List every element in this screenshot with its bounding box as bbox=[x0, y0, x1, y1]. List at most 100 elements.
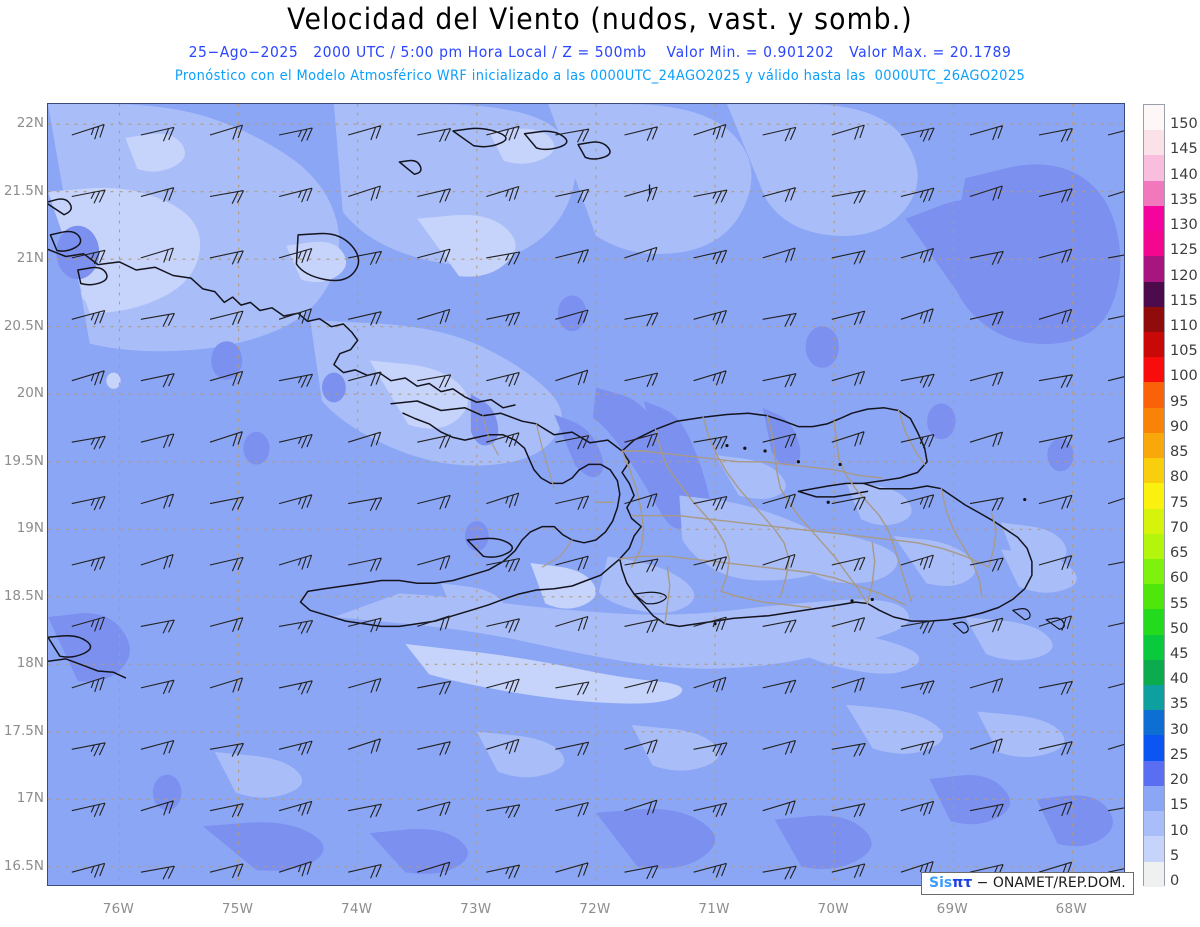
wind-barb bbox=[486, 125, 520, 141]
wind-barb bbox=[624, 618, 659, 634]
wind-barb bbox=[969, 557, 1004, 572]
wind-barb bbox=[209, 863, 244, 879]
wind-barb bbox=[71, 862, 106, 878]
wind-barb bbox=[348, 250, 382, 266]
wind-barbs-layer bbox=[48, 104, 1124, 885]
wind-barb bbox=[555, 435, 590, 450]
wind-barb bbox=[1107, 315, 1124, 320]
wind-barb bbox=[624, 126, 659, 142]
wind-barb bbox=[969, 311, 1004, 326]
wind-barb bbox=[969, 803, 1004, 818]
wind-barb bbox=[900, 494, 935, 510]
wind-barb bbox=[693, 189, 728, 204]
wind-barb bbox=[71, 189, 106, 204]
wind-barb bbox=[624, 558, 659, 573]
wind-barb bbox=[278, 554, 313, 570]
colorbar-swatch bbox=[1144, 281, 1164, 307]
colorbar-tick-label: 135 bbox=[1170, 191, 1198, 208]
wind-barb bbox=[486, 185, 520, 202]
colorbar-swatch bbox=[1144, 811, 1164, 837]
colorbar-tick-label: 145 bbox=[1170, 141, 1198, 158]
wind-barb bbox=[693, 862, 728, 878]
wind-barb bbox=[900, 187, 935, 203]
wind-barb bbox=[555, 615, 589, 632]
colorbar-tick-label: 30 bbox=[1170, 721, 1189, 738]
wind-barb bbox=[693, 249, 728, 265]
wind-barb bbox=[209, 370, 244, 386]
wind-barb bbox=[140, 553, 174, 570]
colorbar-tick-label: 100 bbox=[1170, 368, 1198, 385]
wind-barb bbox=[693, 370, 727, 386]
wind-barb bbox=[278, 187, 313, 203]
longitude-tick-label: 69W bbox=[936, 901, 968, 917]
wind-barb bbox=[140, 433, 175, 449]
wind-barb bbox=[969, 677, 1004, 693]
wind-barb bbox=[348, 677, 382, 693]
wind-barb bbox=[1038, 434, 1073, 449]
wind-barb bbox=[693, 495, 728, 511]
wind-barb bbox=[140, 373, 175, 388]
wind-barb bbox=[900, 740, 935, 756]
wind-barb bbox=[1038, 680, 1073, 696]
wind-barb bbox=[278, 680, 313, 695]
colorbar-swatch bbox=[1144, 407, 1164, 433]
colorbar-swatch bbox=[1144, 584, 1164, 610]
colorbar-tick-label: 55 bbox=[1170, 595, 1189, 612]
wind-barb bbox=[555, 555, 589, 571]
wind-barb bbox=[1107, 743, 1124, 750]
wind-barb bbox=[417, 374, 452, 389]
wind-barb bbox=[1038, 615, 1072, 631]
wind-barb bbox=[278, 127, 313, 142]
wind-barb bbox=[555, 369, 589, 386]
wind-barb bbox=[900, 800, 935, 816]
wind-barb bbox=[1038, 741, 1073, 756]
wind-barb bbox=[762, 247, 796, 263]
wind-barb bbox=[693, 309, 728, 325]
wind-barb bbox=[900, 373, 935, 388]
colorbar-tick-label: 20 bbox=[1170, 772, 1189, 789]
latitude-tick-label: 19N bbox=[16, 520, 44, 537]
wind-barb bbox=[555, 249, 589, 264]
wind-barb bbox=[417, 434, 452, 449]
wind-barb bbox=[555, 801, 589, 817]
latitude-tick-label: 22N bbox=[16, 115, 44, 132]
map-plot-area bbox=[47, 103, 1125, 886]
colorbar-swatch bbox=[1144, 205, 1164, 232]
wind-barb bbox=[486, 251, 521, 266]
wind-barb bbox=[486, 371, 520, 387]
wind-barb bbox=[417, 308, 451, 325]
colorbar-tick-label: 65 bbox=[1170, 545, 1189, 562]
wind-barb bbox=[417, 128, 452, 143]
wind-barb bbox=[762, 312, 797, 327]
colorbar-tick-label: 0 bbox=[1170, 873, 1180, 889]
wind-barb bbox=[831, 370, 866, 386]
wind-barb bbox=[624, 799, 658, 816]
wind-barb bbox=[693, 802, 728, 818]
colorbar-tick-label: 60 bbox=[1170, 570, 1189, 587]
wind-barb bbox=[900, 433, 935, 449]
longitude-tick-label: 70W bbox=[817, 901, 849, 917]
wind-barb bbox=[348, 803, 382, 818]
longitude-tick-label: 75W bbox=[221, 901, 254, 917]
wind-barb bbox=[1038, 801, 1073, 817]
latitude-tick-label: 16.5N bbox=[3, 857, 44, 874]
colorbar-swatch bbox=[1144, 483, 1164, 509]
latitude-tick-label: 17.5N bbox=[3, 722, 44, 739]
colorbar-swatch bbox=[1144, 180, 1164, 206]
wind-barb bbox=[1108, 254, 1124, 259]
wind-barb bbox=[969, 250, 1004, 266]
wind-barb bbox=[1107, 130, 1124, 136]
wind-barb bbox=[486, 618, 521, 633]
wind-barb bbox=[417, 248, 451, 264]
wind-barb bbox=[555, 862, 589, 878]
wind-barb bbox=[900, 680, 935, 695]
wind-barb bbox=[762, 187, 797, 202]
wind-barb bbox=[900, 619, 935, 634]
wind-barb bbox=[831, 431, 865, 447]
wind-barb bbox=[278, 800, 313, 816]
colorbar-tick-label: 25 bbox=[1170, 746, 1189, 763]
wind-barb bbox=[209, 677, 244, 693]
colorbar-swatch bbox=[1144, 458, 1164, 484]
wind-barb bbox=[555, 495, 590, 510]
wind-barb bbox=[693, 742, 728, 757]
